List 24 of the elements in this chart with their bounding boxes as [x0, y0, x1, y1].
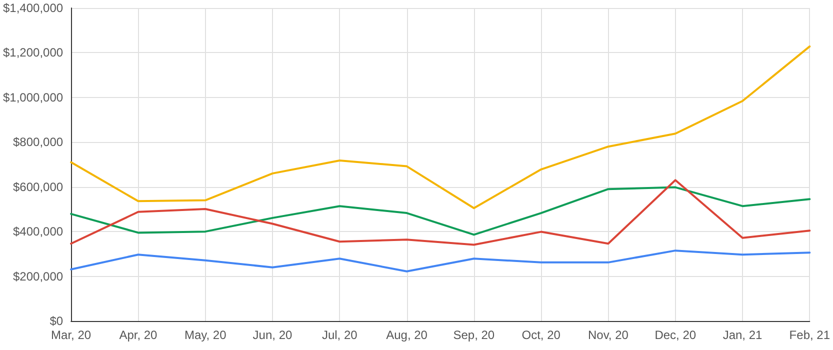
x-tick-label: Jun, 20	[252, 328, 292, 342]
x-tick-label: Aug, 20	[386, 328, 428, 342]
x-tick-label: Sep, 20	[453, 328, 495, 342]
x-tick-label: Nov, 20	[588, 328, 629, 342]
y-tick-label: $1,000,000	[2, 90, 64, 104]
line-series	[70, 179, 811, 246]
x-tick-label: Dec, 20	[654, 328, 696, 342]
x-tick-label: Jan, 21	[722, 328, 763, 342]
y-tick-label: $400,000	[12, 224, 64, 239]
x-tick-label: May, 20	[184, 328, 227, 342]
line-series	[70, 45, 811, 210]
x-tick-label: Feb, 21	[789, 328, 830, 342]
line-series	[70, 186, 811, 236]
line-series	[70, 250, 811, 272]
y-tick-label: $800,000	[12, 135, 64, 150]
y-tick-label: $600,000	[12, 180, 64, 194]
y-tick-label: $200,000	[12, 269, 64, 284]
x-tick-label: Mar, 20	[51, 328, 92, 342]
x-tick-label: Oct, 20	[522, 328, 561, 342]
x-tick-label: Jul, 20	[322, 328, 358, 342]
y-tick-label: $0	[50, 314, 64, 328]
y-tick-label: $1,200,000	[2, 46, 64, 60]
x-tick-label: Apr, 20	[119, 328, 158, 342]
y-tick-label: $1,400,000	[2, 1, 64, 15]
